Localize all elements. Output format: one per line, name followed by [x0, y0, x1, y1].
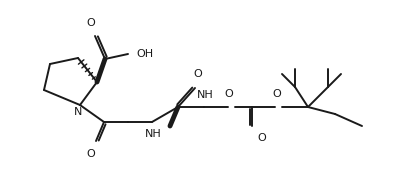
- Text: OH: OH: [136, 49, 153, 59]
- Text: O: O: [87, 18, 95, 28]
- Text: O: O: [194, 69, 202, 79]
- Text: NH: NH: [145, 129, 161, 139]
- Text: O: O: [257, 133, 266, 143]
- Text: NH: NH: [196, 90, 213, 100]
- Text: O: O: [273, 89, 281, 99]
- Text: O: O: [224, 89, 233, 99]
- Text: O: O: [87, 149, 95, 159]
- Text: N: N: [74, 107, 82, 117]
